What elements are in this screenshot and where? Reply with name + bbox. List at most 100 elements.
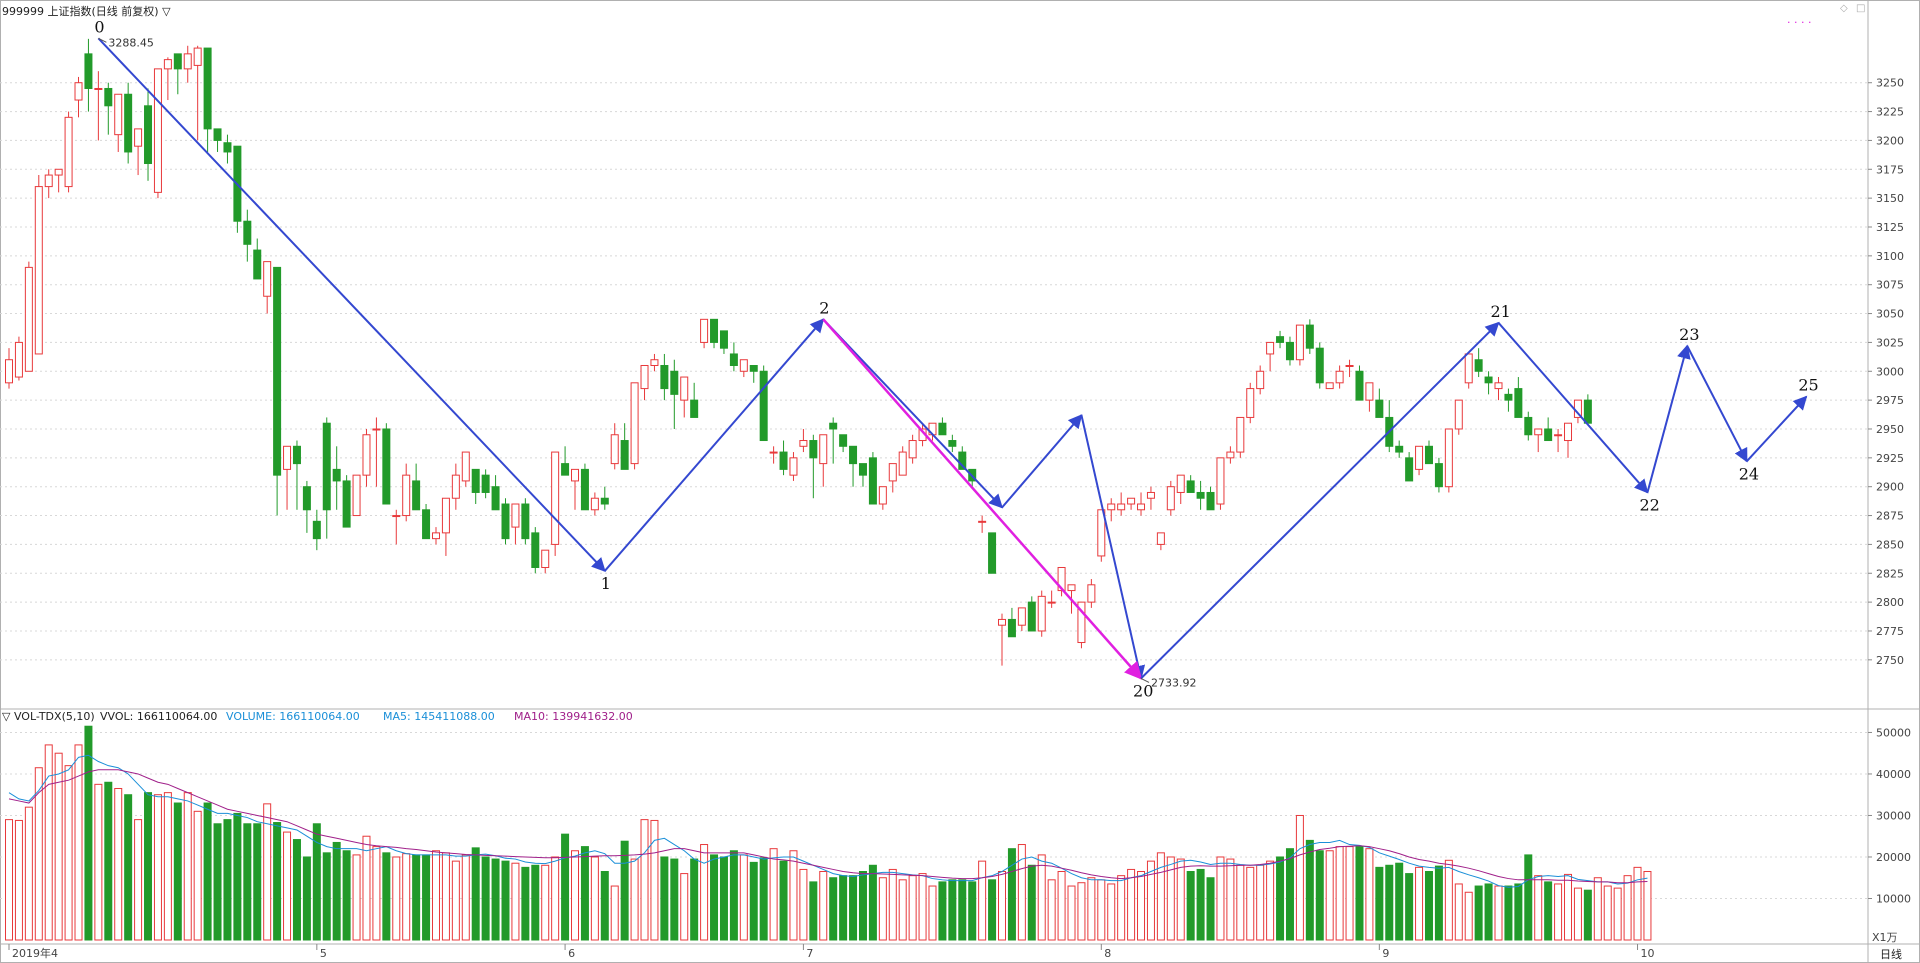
wave-segment (1140, 321, 1500, 680)
price-tick-label: 2775 (1876, 625, 1904, 638)
extreme-value-label: 3288.45 (108, 36, 153, 49)
volume-bar (1027, 864, 1036, 941)
price-tick-label: 3100 (1876, 250, 1904, 263)
window-restore-icon[interactable]: □ (1856, 3, 1866, 14)
volume-bar (292, 839, 301, 941)
date-tick-label: 5 (320, 947, 327, 960)
wave-segment (822, 318, 1003, 509)
volume-bar (878, 877, 887, 941)
volume-bar (342, 850, 351, 941)
volume-bar (124, 794, 133, 941)
volume-bar (263, 803, 272, 941)
volume-bar (1266, 860, 1275, 941)
candle-body (948, 440, 957, 447)
volume-bar (719, 856, 728, 941)
volume-indicator-label[interactable]: ▽ VOL-TDX(5,10) (2, 710, 95, 723)
candle-body (1206, 491, 1215, 511)
date-tick-label: 6 (568, 947, 575, 960)
volume-bar (1037, 854, 1046, 941)
volume-bar (1276, 856, 1285, 941)
date-tick-label: 9 (1382, 947, 1389, 960)
price-tick-label: 2800 (1876, 596, 1904, 609)
wave-label: 0 (94, 17, 104, 36)
candle-body (898, 451, 907, 476)
volume-bar (849, 875, 858, 941)
volume-bar (1077, 882, 1086, 941)
candle-body (332, 468, 341, 482)
candle-body (531, 532, 540, 568)
annotation-leader (1140, 677, 1150, 683)
candle-body (680, 376, 689, 401)
candle-body (1365, 382, 1374, 401)
candle-body (888, 463, 897, 482)
candle-body (610, 434, 619, 465)
volume-bar (322, 852, 331, 941)
candle-body (908, 440, 917, 459)
volume-bar (561, 833, 570, 941)
candle-body (858, 463, 867, 476)
candle-body (153, 68, 162, 193)
candle-body (1504, 393, 1513, 401)
volume-bar (541, 864, 550, 941)
volume-bar (44, 744, 53, 941)
candle-body (1405, 457, 1414, 482)
volume-bar (144, 792, 153, 941)
volume-bar (660, 856, 669, 941)
candle-body (590, 497, 599, 511)
candle-body (1166, 486, 1175, 511)
candle-body (690, 399, 699, 418)
volume-bar (680, 873, 689, 941)
volume-bar (84, 725, 93, 941)
candle-body (382, 428, 391, 505)
candle-body (1544, 428, 1553, 442)
volume-bar (779, 860, 788, 941)
candle-body (124, 93, 133, 153)
volume-bar (1216, 856, 1225, 941)
volume-bar (461, 854, 470, 941)
volume-bar (422, 854, 431, 941)
volume-bar (1057, 871, 1066, 941)
volume-bar (1643, 871, 1652, 941)
diamond-icon[interactable]: ◇ (1840, 3, 1848, 14)
volume-bar (1434, 865, 1443, 941)
candle-body (283, 445, 292, 470)
volume-bar (1544, 881, 1553, 941)
candle-body (640, 365, 649, 390)
ma5-line (8, 754, 1648, 888)
candle-body (1285, 341, 1294, 361)
price-tick-label: 3125 (1876, 221, 1904, 234)
period-tab[interactable]: 日线 (1880, 948, 1902, 961)
volume-tick-label: 40000 (1876, 768, 1911, 781)
volume-bar (650, 819, 659, 941)
candle-body (1117, 503, 1126, 511)
ma10-value: MA10: 139941632.00 (514, 710, 633, 723)
volume-bar (749, 861, 758, 941)
candle-body (1097, 509, 1106, 557)
candle-body (759, 370, 768, 442)
wave-label: 20 (1133, 681, 1153, 700)
volume-bar (1524, 854, 1533, 941)
candle-body (1246, 388, 1255, 418)
candle-body (1415, 445, 1424, 470)
volume-bar (1613, 887, 1622, 941)
price-tick-label: 3200 (1876, 134, 1904, 147)
candle-body (1315, 347, 1324, 384)
ma5-value: MA5: 145411088.00 (383, 710, 495, 723)
volume-ma-lines (8, 754, 1648, 888)
candle-body (173, 53, 182, 70)
volume-bar (551, 856, 560, 941)
volume-bar (1514, 883, 1523, 941)
candle-body (422, 509, 431, 540)
volume-bar (571, 850, 580, 941)
volume-bar (1186, 871, 1195, 941)
volume-bar (1305, 839, 1314, 941)
wave-segment (1497, 322, 1649, 494)
volume-bar (1564, 873, 1573, 941)
candle-body (1137, 503, 1146, 511)
volume-bar (1415, 866, 1424, 941)
candle-body (1077, 601, 1086, 644)
volume-bar (1047, 879, 1056, 941)
candle-body (1176, 474, 1185, 493)
annotations: 3288.45 2733.92 (98, 36, 1197, 689)
